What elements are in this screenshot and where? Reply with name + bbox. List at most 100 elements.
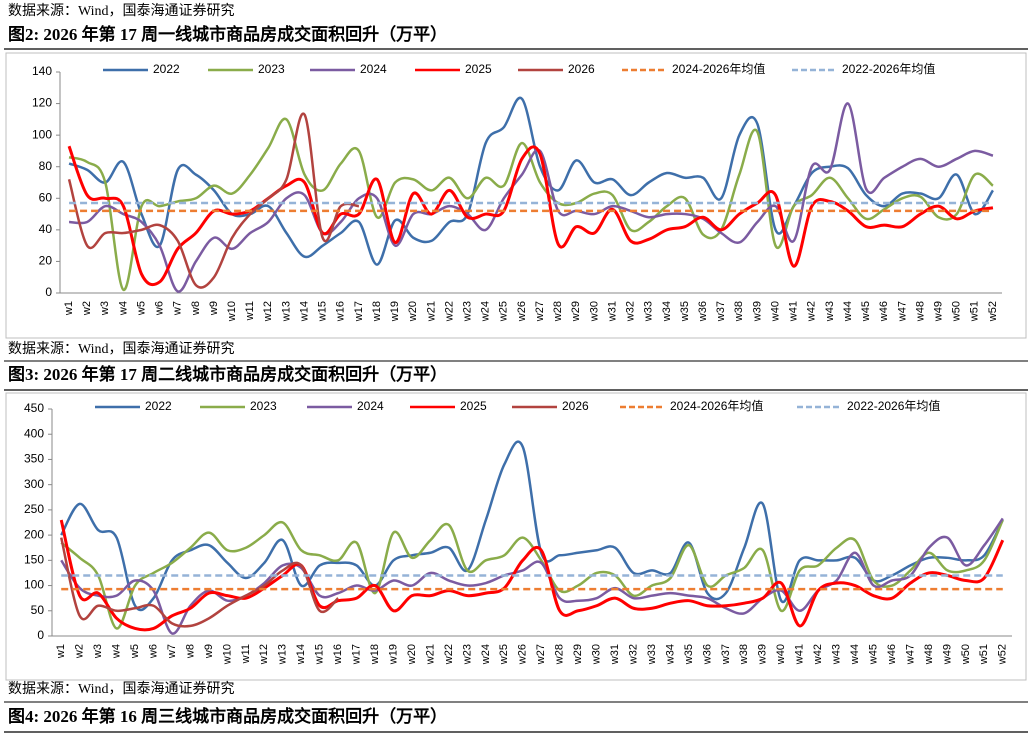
x-tick-label: w3 bbox=[92, 644, 104, 659]
x-tick-label: w51 bbox=[978, 644, 990, 665]
legend-label: 2026 bbox=[568, 62, 595, 76]
x-tick-label: w44 bbox=[842, 301, 854, 322]
x-tick-label: w42 bbox=[812, 644, 824, 665]
x-tick-label: w19 bbox=[387, 644, 399, 665]
x-tick-label: w28 bbox=[552, 301, 564, 322]
y-tick-label: 0 bbox=[37, 628, 44, 642]
x-tick-label: w39 bbox=[757, 644, 769, 665]
x-tick-label: w46 bbox=[878, 301, 890, 322]
x-tick-label: w22 bbox=[443, 644, 455, 665]
x-tick-label: w24 bbox=[480, 301, 492, 322]
series-line bbox=[60, 517, 1004, 635]
x-tick-label: w52 bbox=[997, 644, 1009, 665]
legend-label: 2022 bbox=[153, 62, 180, 76]
y-tick-label: 120 bbox=[32, 96, 52, 110]
x-tick-label: w8 bbox=[190, 301, 202, 316]
x-tick-label: w45 bbox=[867, 644, 879, 665]
x-tick-label: w33 bbox=[646, 644, 658, 665]
x-tick-label: w24 bbox=[480, 644, 492, 665]
x-tick-label: w32 bbox=[627, 644, 639, 665]
x-tick-label: w41 bbox=[788, 301, 800, 322]
legend-label: 2025 bbox=[465, 62, 492, 76]
x-tick-label: w3 bbox=[99, 301, 111, 316]
legend-label: 2022-2026年均值 bbox=[842, 61, 935, 76]
y-tick-label: 50 bbox=[31, 603, 45, 617]
x-tick-label: w6 bbox=[154, 301, 166, 316]
x-tick-label: w37 bbox=[720, 644, 732, 665]
x-tick-label: w10 bbox=[226, 301, 238, 322]
x-tick-label: w5 bbox=[129, 644, 141, 659]
x-tick-label: w50 bbox=[960, 644, 972, 665]
y-tick-label: 150 bbox=[24, 553, 44, 567]
legend-label: 2024-2026年均值 bbox=[672, 61, 765, 76]
x-tick-label: w27 bbox=[535, 644, 547, 665]
x-tick-label: w28 bbox=[554, 644, 566, 665]
x-tick-label: w17 bbox=[351, 644, 363, 665]
x-tick-label: w39 bbox=[751, 301, 763, 322]
x-tick-label: w47 bbox=[904, 644, 916, 665]
legend-label: 2023 bbox=[250, 399, 277, 413]
x-tick-label: w23 bbox=[462, 301, 474, 322]
x-tick-label: w2 bbox=[81, 301, 93, 316]
y-tick-label: 140 bbox=[32, 64, 52, 78]
x-tick-label: w19 bbox=[389, 301, 401, 322]
x-tick-label: w38 bbox=[733, 301, 745, 322]
x-tick-label: w44 bbox=[849, 644, 861, 665]
x-tick-label: w42 bbox=[806, 301, 818, 322]
series-line bbox=[68, 117, 994, 292]
x-tick-label: w4 bbox=[117, 301, 129, 316]
source-note: 数据来源：Wind，国泰海通证券研究 bbox=[8, 341, 235, 357]
x-tick-label: w30 bbox=[591, 644, 603, 665]
figure-title: 图4: 2026 年第 16 周三线城市商品房成交面积回升（万平） bbox=[8, 706, 447, 726]
x-tick-label: w46 bbox=[886, 644, 898, 665]
legend-label: 2024 bbox=[360, 62, 387, 76]
x-tick-label: w23 bbox=[461, 644, 473, 665]
x-tick-label: w13 bbox=[277, 644, 289, 665]
x-tick-label: w34 bbox=[664, 644, 676, 665]
y-tick-label: 80 bbox=[39, 159, 53, 173]
x-tick-label: w8 bbox=[184, 644, 196, 659]
x-tick-label: w31 bbox=[606, 301, 618, 322]
x-tick-label: w50 bbox=[951, 301, 963, 322]
series-line bbox=[67, 112, 360, 289]
x-tick-label: w49 bbox=[933, 301, 945, 322]
x-tick-label: w48 bbox=[923, 644, 935, 665]
y-tick-label: 400 bbox=[24, 426, 44, 440]
x-tick-label: w1 bbox=[55, 644, 67, 659]
x-tick-label: w37 bbox=[715, 301, 727, 322]
x-tick-label: w34 bbox=[661, 301, 673, 322]
legend-label: 2026 bbox=[562, 399, 589, 413]
legend-label: 2025 bbox=[460, 399, 487, 413]
x-tick-label: w16 bbox=[332, 644, 344, 665]
x-tick-label: w1 bbox=[63, 301, 75, 316]
x-tick-label: w35 bbox=[679, 301, 691, 322]
x-tick-label: w48 bbox=[914, 301, 926, 322]
x-tick-label: w7 bbox=[172, 301, 184, 316]
x-tick-label: w33 bbox=[643, 301, 655, 322]
x-tick-label: w47 bbox=[896, 301, 908, 322]
legend-label: 2023 bbox=[258, 62, 285, 76]
source-note: 数据来源：Wind，国泰海通证券研究 bbox=[8, 681, 235, 697]
x-tick-label: w21 bbox=[425, 301, 437, 322]
x-tick-label: w18 bbox=[371, 301, 383, 322]
figure-title: 图2: 2026 年第 17 周一线城市商品房成交面积回升（万平） bbox=[8, 24, 447, 44]
x-tick-label: w26 bbox=[516, 301, 528, 322]
x-tick-label: w18 bbox=[369, 644, 381, 665]
y-tick-label: 60 bbox=[39, 190, 53, 204]
x-tick-label: w43 bbox=[831, 644, 843, 665]
x-tick-label: w14 bbox=[298, 301, 310, 322]
chart-frame bbox=[5, 392, 1027, 681]
x-tick-label: w13 bbox=[280, 301, 292, 322]
x-tick-label: w25 bbox=[498, 644, 510, 665]
x-tick-label: w31 bbox=[609, 644, 621, 665]
series-line bbox=[60, 519, 1004, 630]
x-tick-label: w27 bbox=[534, 301, 546, 322]
y-tick-label: 350 bbox=[24, 452, 44, 466]
x-tick-label: w7 bbox=[166, 644, 178, 659]
x-tick-label: w6 bbox=[147, 644, 159, 659]
x-tick-label: w11 bbox=[240, 644, 252, 664]
series-line bbox=[60, 440, 1004, 612]
x-tick-label: w12 bbox=[262, 301, 274, 322]
series-line bbox=[59, 519, 1005, 632]
x-tick-label: w49 bbox=[941, 644, 953, 665]
